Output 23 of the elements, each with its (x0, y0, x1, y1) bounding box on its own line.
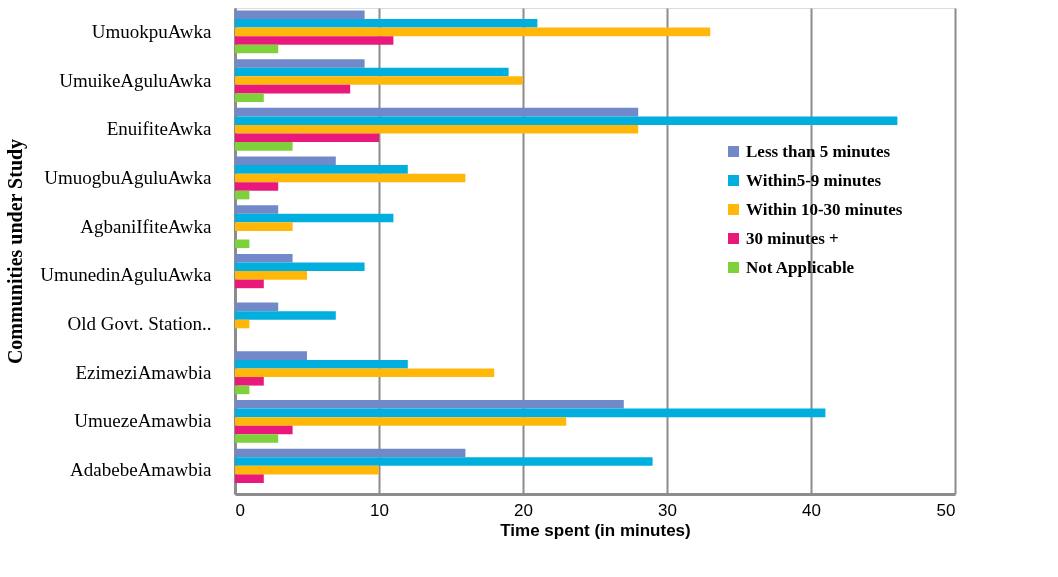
y-tick-label: UmuogbuAguluAwka (44, 166, 213, 188)
legend-label: Within5-9 minutes (746, 170, 882, 190)
y-tick-label: AdabebeAmawbia (70, 459, 213, 481)
y-tick-label: EnuifiteAwka (106, 118, 213, 140)
legend-label: Not Applicable (746, 257, 855, 277)
legend-label: 30 minutes + (746, 228, 839, 248)
y-tick-label: EzimeziAmawbia (75, 361, 213, 383)
y-tick-label: UmunedinAguluAwka (40, 264, 213, 286)
y-axis-title: Communities under Study (4, 138, 28, 365)
x-axis-title: Time spent (in minutes) (500, 520, 691, 540)
y-tick-label: UmuezeAmawbia (74, 410, 213, 432)
x-tick-label: 0 (235, 500, 245, 520)
legend-label: Within 10-30 minutes (746, 199, 903, 219)
x-tick-label: 10 (370, 500, 389, 520)
x-tick-label: 30 (658, 500, 677, 520)
y-tick-label: UmuikeAguluAwka (59, 69, 213, 91)
legend-label: Less than 5 minutes (746, 141, 891, 161)
y-tick-label: AgbaniIfiteAwka (80, 215, 213, 237)
x-tick-label: 40 (802, 500, 821, 520)
y-tick-label: Old Govt. Station.. (67, 313, 212, 335)
x-tick-label: 50 (936, 500, 956, 520)
y-tick-label: UmuokpuAwka (91, 20, 213, 42)
x-tick-label: 20 (514, 500, 533, 520)
